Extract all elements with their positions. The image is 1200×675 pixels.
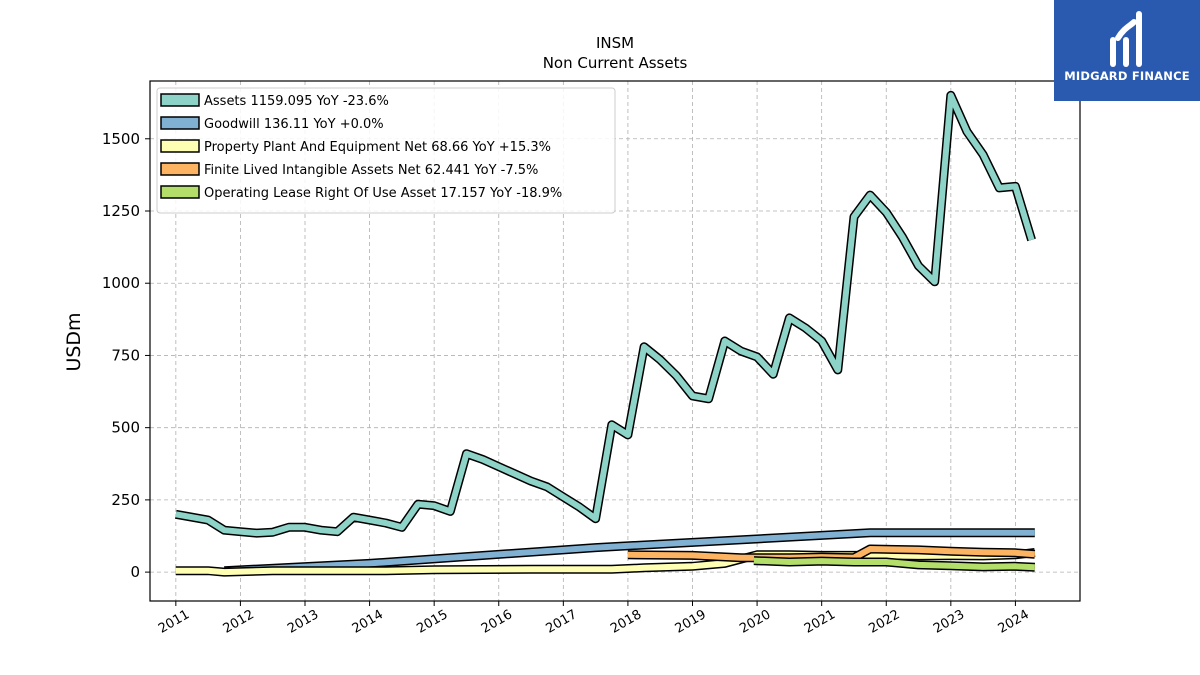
- y-tick-label: 1000: [102, 274, 140, 292]
- y-axis-label: USDm: [63, 312, 85, 371]
- series-line-5: [753, 557, 1035, 571]
- brand-mark-icon: [1110, 11, 1142, 67]
- legend-entry: Goodwill 136.11 YoY +0.0%: [204, 117, 384, 132]
- legend-entry: Assets 1159.095 YoY -23.6%: [204, 94, 389, 109]
- x-tick-label: 2016: [479, 607, 515, 637]
- y-tick-label: 500: [111, 419, 140, 437]
- x-tick-label: 2015: [414, 607, 450, 637]
- x-tick-label: 2020: [737, 607, 773, 637]
- x-tick-label: 2012: [221, 607, 257, 637]
- legend: Assets 1159.095 YoY -23.6% Goodwill 136.1…: [156, 87, 616, 214]
- series-line-2: [224, 529, 1035, 574]
- plot-frame: [149, 80, 1081, 602]
- x-tick-label: 2013: [285, 607, 321, 637]
- legend-entry: Operating Lease Right Of Use Asset 17.15…: [204, 186, 562, 201]
- x-tick-label: 2024: [996, 607, 1032, 637]
- legend-entry: Property Plant And Equipment Net 68.66 Y…: [204, 140, 551, 155]
- x-tick-label: 2021: [802, 607, 838, 637]
- brand-logo: MIDGARD FINANCE: [1054, 0, 1200, 101]
- series-lines: [175, 90, 1036, 577]
- chart-title: INSM: [596, 34, 634, 52]
- legend-swatch: [160, 116, 200, 130]
- legend-swatch: [160, 162, 200, 176]
- x-tick-label: 2014: [350, 607, 386, 637]
- x-tick-label: 2017: [544, 607, 580, 637]
- legend-swatch: [160, 139, 200, 153]
- y-tick-label: 0: [130, 563, 140, 581]
- legend-swatch: [160, 93, 200, 107]
- y-tick-label: 1250: [102, 202, 140, 220]
- x-tick-label: 2022: [866, 607, 902, 637]
- x-tick-label: 2018: [608, 607, 644, 637]
- y-tick-label: 1500: [102, 130, 140, 148]
- chart-subtitle: Non Current Assets: [543, 54, 688, 72]
- legend-entry: Finite Lived Intangible Assets Net 62.44…: [204, 163, 538, 178]
- brand-name: MIDGARD FINANCE: [1064, 69, 1190, 83]
- x-tick-label: 2019: [673, 607, 709, 637]
- legend-swatch: [160, 185, 200, 199]
- series-line-1: [175, 92, 1035, 537]
- y-tick-label: 750: [111, 346, 140, 364]
- legend-box: [156, 87, 616, 214]
- x-tick-label: 2023: [931, 607, 967, 637]
- y-tick-label: 250: [111, 491, 140, 509]
- x-tick-label: 2011: [156, 607, 192, 637]
